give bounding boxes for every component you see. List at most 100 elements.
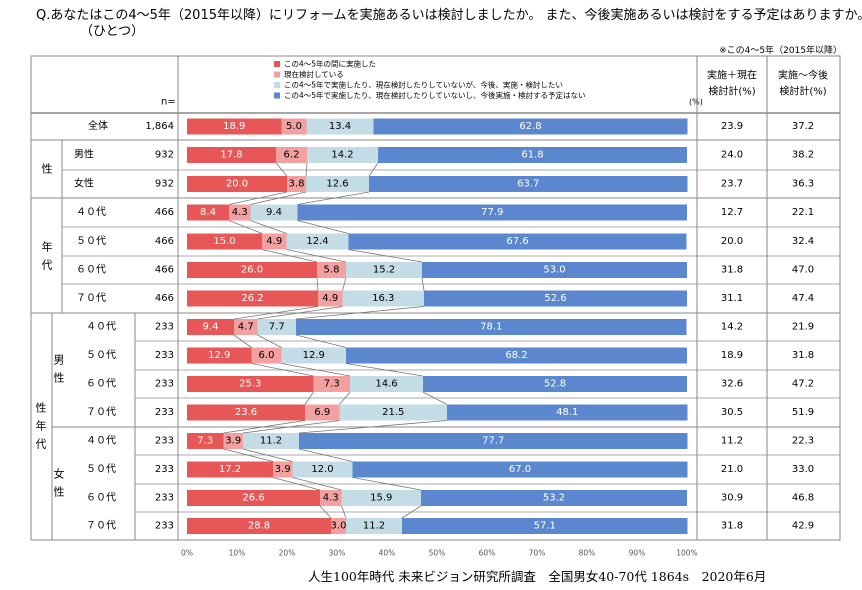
row-sum2: 47.2 [792,379,814,390]
row-label: ５０代 [86,349,116,361]
bar-segment [313,376,350,392]
bar-segment [346,262,422,278]
sum2-header-line1: 実施～今後 [778,69,828,82]
bar-segment [378,147,687,163]
connector-line [348,249,423,263]
x-tick-label: 90% [629,549,646,558]
bar-value-label: 13.4 [329,121,351,132]
bar-value-label: 77.9 [481,207,503,218]
bar-value-label: 12.0 [311,464,333,475]
bar-segment [341,490,421,506]
bar-segment [373,118,688,135]
connector-line [223,420,306,434]
connector-line [281,363,351,377]
legend-swatch-3 [274,82,280,88]
pct-label: (%) [689,98,703,107]
bar-value-label: 16.3 [372,293,394,304]
question-line-1: Q.あなたはこの4～5年（2015年以降）にリフォームを実施あるいは検討しました… [36,8,862,23]
bar-segment [281,118,307,135]
connector-line [233,306,319,320]
bar-segment [331,518,346,534]
bar-segment [187,118,282,135]
bar-value-label: 14.6 [375,379,397,390]
row-sum2: 21.9 [792,322,814,333]
row-label: ７０代 [76,292,106,304]
row-n: 1,864 [145,121,174,132]
row-sum1: 23.9 [721,121,743,132]
row-label: ６０代 [86,492,116,504]
row-n: 233 [155,350,174,361]
bar-segment [187,319,234,335]
row-sum2: 22.1 [792,207,814,218]
row-sum1: 11.2 [721,436,743,447]
connector-line [305,162,308,177]
bar-value-label: 4.7 [238,322,254,333]
bar-segment [287,176,306,192]
row-sum1: 23.7 [721,179,743,190]
x-tick-label: 70% [529,549,546,558]
row-sum1: 30.5 [721,407,743,418]
bar-segment [187,376,314,392]
connector-line [422,391,448,405]
bar-segment [262,233,287,250]
bar-value-label: 6.9 [314,407,330,418]
connector-line [257,334,282,348]
bar-value-label: 25.3 [239,379,261,390]
row-sum1: 31.1 [721,293,743,304]
x-tick-label: 30% [329,549,346,558]
bar-value-label: 9.4 [266,207,282,218]
bar-segment [424,290,687,307]
connector-line [272,477,321,491]
row-n: 466 [155,236,174,247]
bar-segment [257,319,296,335]
bar-segment [187,490,320,506]
connector-line [421,277,425,291]
bar-value-label: 21.5 [382,407,404,418]
row-label: ４０代 [76,206,106,218]
group-label-age: 年 [42,240,53,254]
x-tick-label: 0% [181,549,193,558]
bar-segment [318,290,343,307]
group-label-male: 性 [54,371,65,385]
legend-swatch-4 [274,92,280,99]
row-n: 932 [155,179,174,190]
row-n: 466 [155,293,174,304]
connector-line [257,306,343,320]
bar-value-label: 15.9 [370,493,392,504]
bar-value-label: 6.2 [284,150,300,161]
connector-line [286,249,347,263]
bar-value-label: 12.9 [208,350,230,361]
bar-value-label: 62.8 [519,121,541,132]
bar-segment [348,233,687,250]
connector-line [342,277,347,291]
bar-value-label: 8.4 [200,207,216,218]
row-sum2: 33.0 [792,464,814,475]
x-tick-label: 10% [229,549,246,558]
row-n: 233 [155,436,174,447]
connector-line [242,420,340,434]
row-label: ４０代 [86,321,116,333]
row-sum1: 20.0 [721,236,743,247]
bar-segment [187,461,273,478]
legend-swatch-1 [274,61,280,67]
bar-segment [299,433,688,449]
bar-segment [273,461,293,478]
period-note: ※この4～5年（2015年以降） [719,46,842,56]
bar-segment [423,376,687,392]
bar-value-label: 18.9 [223,121,245,132]
bar-segment [243,433,299,449]
row-n: 233 [155,493,174,504]
connector-line [250,191,307,205]
bar-value-label: 3.9 [275,464,291,475]
bar-segment [297,204,687,221]
bar-segment [187,147,276,163]
bar-segment [305,404,340,421]
connector-line [298,420,448,434]
bar-value-label: 26.0 [241,265,263,276]
bar-value-label: 26.2 [241,293,263,304]
bar-segment [229,204,251,221]
bar-segment [352,461,688,478]
bar-value-label: 4.3 [323,493,339,504]
group-label-female: 性 [54,485,65,499]
